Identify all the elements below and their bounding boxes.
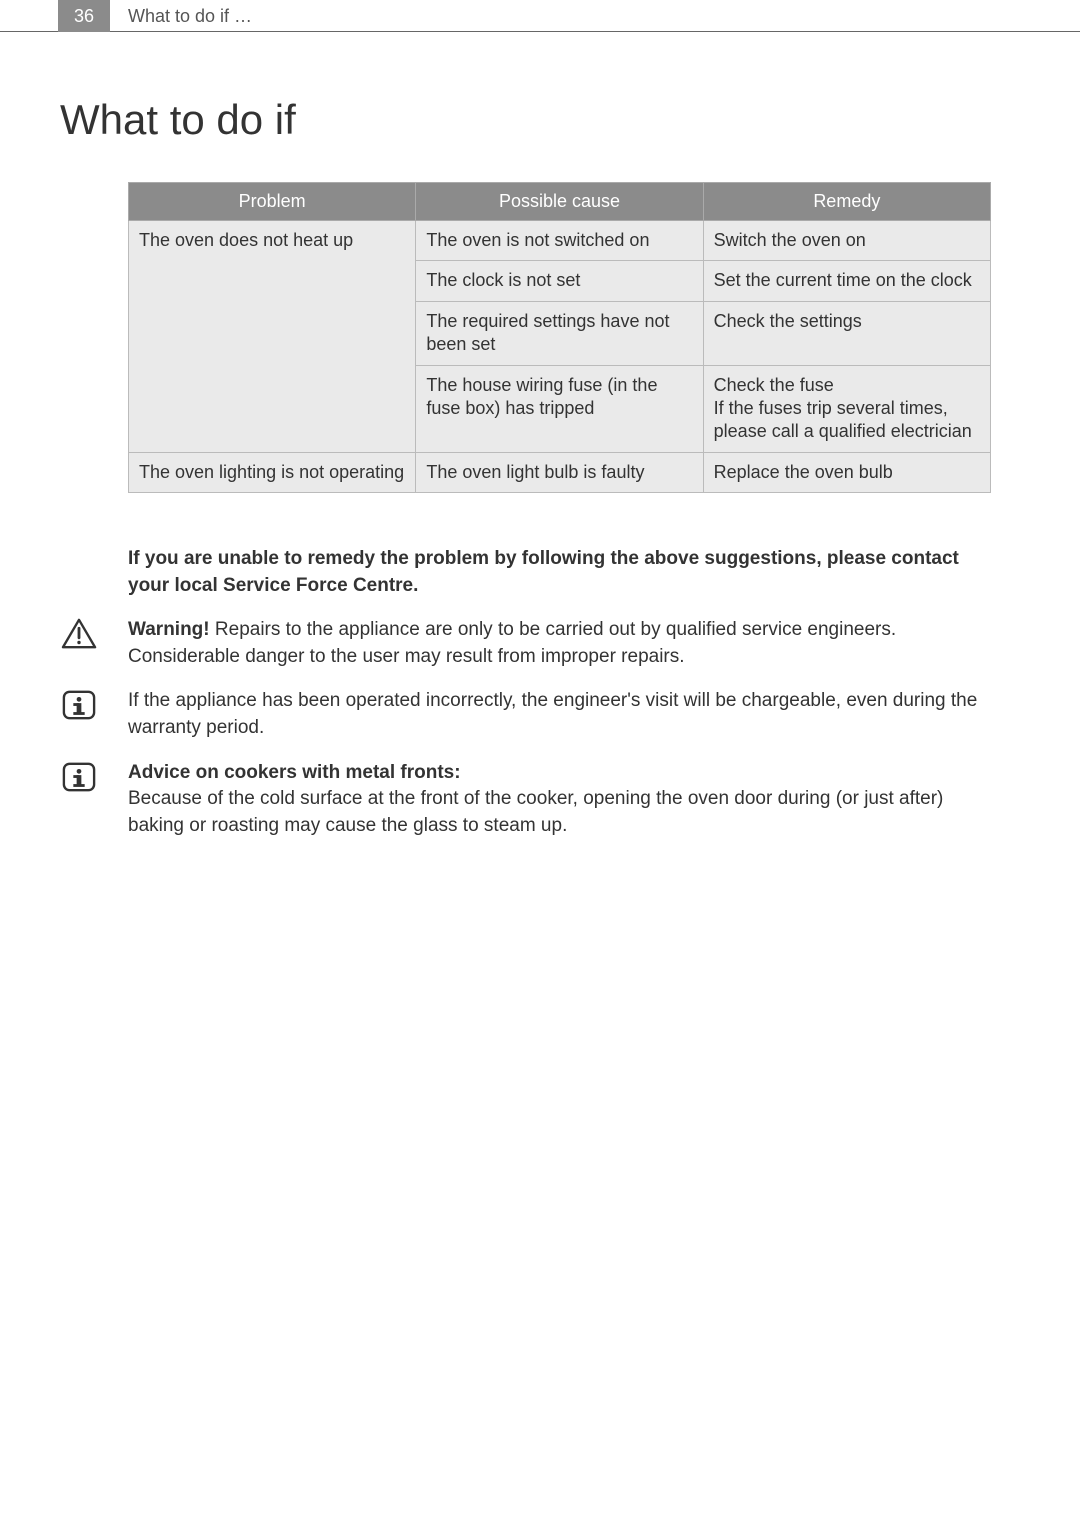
warning-block: Warning! Repairs to the appliance are on… [128,617,991,670]
unable-remedy-note: If you are unable to remedy the problem … [128,546,991,599]
info1-text: If the appliance has been operated incor… [128,688,991,741]
col-remedy: Remedy [703,183,990,221]
troubleshooting-table: Problem Possible cause Remedy The oven d… [128,182,991,493]
page-number-box: 36 [58,0,110,32]
table-row: The oven lighting is not operating The o… [129,452,991,492]
cell-cause: The clock is not set [416,261,703,301]
advice-body: Because of the cold surface at the front… [128,788,943,836]
info-box-icon [60,688,98,722]
warning-icon [60,617,100,656]
warning-body: Repairs to the appliance are only to be … [128,619,896,667]
cell-cause: The oven light bulb is faulty [416,452,703,492]
page-number: 36 [74,6,94,27]
cell-cause: The oven is not switched on [416,221,703,261]
warning-triangle-icon [60,617,98,651]
warning-text: Warning! Repairs to the appliance are on… [128,617,991,670]
cell-problem: The oven does not heat up [129,221,416,453]
notes-area: If you are unable to remedy the problem … [128,546,991,857]
col-cause: Possible cause [416,183,703,221]
info-box-icon [60,760,98,794]
table-header-row: Problem Possible cause Remedy [129,183,991,221]
header-bar: 36 What to do if … [0,0,1080,32]
info-block-2: Advice on cookers with metal fronts: Bec… [128,760,991,840]
info-block-1: If the appliance has been operated incor… [128,688,991,741]
cell-problem: The oven lighting is not operating [129,452,416,492]
cell-remedy: Set the current time on the clock [703,261,990,301]
warning-label: Warning! [128,619,210,640]
info-icon [60,760,100,799]
cell-remedy: Check the settings [703,301,990,365]
cell-cause: The house wiring fuse (in the fuse box) … [416,365,703,452]
troubleshooting-table-container: Problem Possible cause Remedy The oven d… [128,182,991,493]
cell-remedy: Replace the oven bulb [703,452,990,492]
cell-remedy: Check the fuse If the fuses trip several… [703,365,990,452]
page-title: What to do if [60,96,296,144]
info-icon [60,688,100,727]
advice-text-block: Advice on cookers with metal fronts: Bec… [128,760,991,840]
cell-remedy: Switch the oven on [703,221,990,261]
col-problem: Problem [129,183,416,221]
cell-cause: The required settings have not been set [416,301,703,365]
advice-label: Advice on cookers with metal fronts: [128,762,461,783]
table-row: The oven does not heat up The oven is no… [129,221,991,261]
header-section-title: What to do if … [128,6,252,27]
